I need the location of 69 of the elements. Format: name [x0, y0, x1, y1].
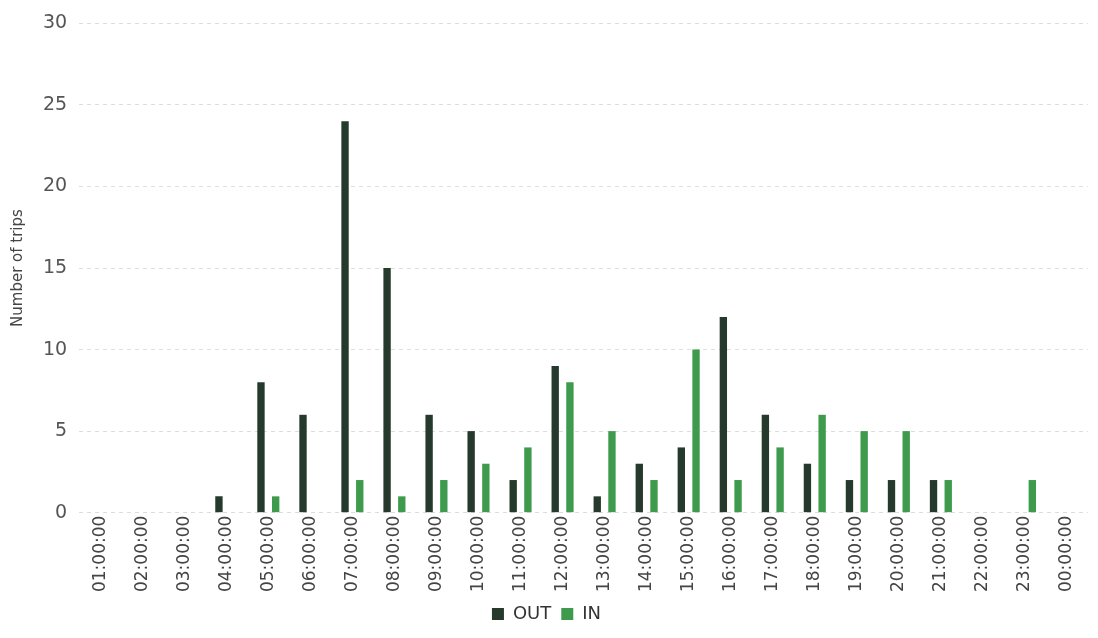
bar — [635, 463, 643, 513]
bar — [551, 365, 559, 513]
x-tick-label: 17:00:00 — [761, 515, 782, 593]
bar — [566, 382, 574, 513]
bar — [467, 431, 475, 513]
legend-label: OUT — [512, 601, 553, 623]
x-tick-label: 00:00:00 — [1055, 515, 1076, 593]
y-tick-label: 5 — [55, 418, 68, 441]
bar — [215, 496, 223, 513]
y-tick-label: 15 — [42, 254, 68, 277]
bar — [734, 480, 742, 513]
x-tick-label: 18:00:00 — [803, 515, 824, 593]
x-tick-label: 14:00:00 — [635, 515, 656, 593]
x-tick-label: 11:00:00 — [508, 515, 529, 593]
y-tick-label: 30 — [42, 10, 68, 33]
bar — [929, 480, 938, 513]
x-tick-label: 13:00:00 — [593, 515, 614, 593]
y-axis-title: Number of trips — [7, 208, 26, 327]
x-tick-label: 06:00:00 — [298, 515, 319, 593]
bar — [902, 431, 910, 513]
bar — [356, 480, 364, 513]
x-tick-label: 02:00:00 — [130, 515, 151, 593]
bar — [692, 349, 700, 513]
x-tick-label: 15:00:00 — [677, 515, 698, 593]
bar — [608, 431, 616, 513]
bar — [845, 480, 854, 513]
x-tick-label: 03:00:00 — [172, 515, 193, 593]
bar — [425, 414, 433, 513]
x-tick-label: 08:00:00 — [382, 515, 403, 593]
bar — [398, 496, 406, 513]
x-tick-label: 01:00:00 — [88, 515, 109, 593]
bar — [257, 382, 265, 513]
bar — [776, 447, 784, 513]
bar — [440, 480, 448, 513]
bar — [1028, 480, 1036, 513]
x-tick-label: 04:00:00 — [214, 515, 235, 593]
bar — [650, 480, 658, 513]
y-tick-label: 0 — [55, 499, 68, 522]
bar — [803, 463, 812, 513]
x-tick-label: 16:00:00 — [719, 515, 740, 593]
bar — [272, 496, 280, 513]
x-tick-label: 19:00:00 — [845, 515, 866, 593]
bar — [860, 431, 868, 513]
x-tick-label: 22:00:00 — [971, 515, 992, 593]
x-tick-label: 12:00:00 — [550, 515, 571, 593]
bar — [818, 414, 826, 513]
bar — [593, 496, 601, 513]
bar — [677, 447, 685, 513]
bar — [761, 414, 770, 513]
x-tick-label: 23:00:00 — [1013, 515, 1034, 593]
bar — [944, 480, 952, 513]
bar — [299, 414, 307, 513]
bar — [383, 268, 391, 513]
x-tick-label: 05:00:00 — [256, 515, 277, 593]
legend-label: IN — [582, 601, 602, 623]
bar — [524, 447, 532, 513]
bar — [887, 480, 896, 513]
y-tick-label: 10 — [42, 336, 68, 359]
bar — [482, 463, 490, 513]
x-tick-label: 07:00:00 — [340, 515, 361, 593]
bar — [719, 316, 728, 513]
bar — [509, 480, 517, 513]
x-tick-label: 20:00:00 — [887, 515, 908, 593]
bar — [341, 121, 349, 513]
y-tick-label: 20 — [42, 173, 68, 196]
x-tick-label: 21:00:00 — [929, 515, 950, 593]
x-tick-label: 10:00:00 — [466, 515, 487, 593]
y-tick-label: 25 — [42, 91, 68, 114]
x-tick-label: 09:00:00 — [424, 515, 445, 593]
